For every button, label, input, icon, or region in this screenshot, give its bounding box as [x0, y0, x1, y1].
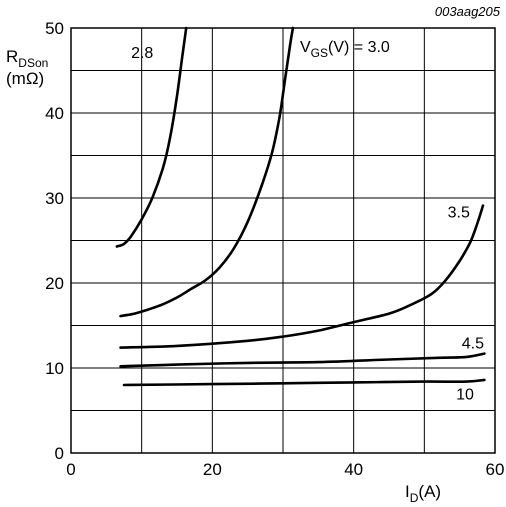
x-tick-label-0: 0	[66, 460, 75, 479]
y-tick-label-20: 20	[45, 274, 64, 293]
series-labels: 2.8 3.5 4.5 10	[131, 45, 484, 404]
x-tick-label-40: 40	[344, 460, 363, 479]
series-curves	[115, 26, 486, 387]
x-tick-label-20: 20	[203, 460, 222, 479]
y-tick-label-10: 10	[45, 359, 64, 378]
x-tick-label-60: 60	[486, 460, 505, 479]
curve-vgs-3.5	[119, 204, 485, 349]
y-tick-label-50: 50	[45, 19, 64, 38]
tick-labels: 0 20 40 60 0 10 20 30 40 50	[45, 19, 504, 479]
series-label-4.5: 4.5	[462, 335, 484, 352]
series-label-2.8: 2.8	[131, 45, 153, 62]
y-axis-unit: (mΩ)	[6, 69, 44, 88]
x-axis-label: ID(A)	[405, 482, 441, 505]
y-axis-label: RDSon	[6, 47, 48, 70]
legend-vgs: VGS(V) = 3.0	[300, 39, 390, 60]
y-tick-label-30: 30	[45, 189, 64, 208]
series-label-3.5: 3.5	[448, 205, 470, 222]
y-tick-label-0: 0	[55, 444, 64, 463]
curve-vgs-4.5	[119, 352, 486, 368]
plot-frame	[70, 27, 496, 454]
curve-vgs-3.0	[119, 26, 295, 318]
curve-vgs-10	[122, 378, 486, 387]
y-tick-label-40: 40	[45, 104, 64, 123]
curve-vgs-2.8	[115, 26, 188, 248]
series-label-10: 10	[456, 386, 474, 403]
figure-code: 003aag205	[435, 4, 501, 19]
